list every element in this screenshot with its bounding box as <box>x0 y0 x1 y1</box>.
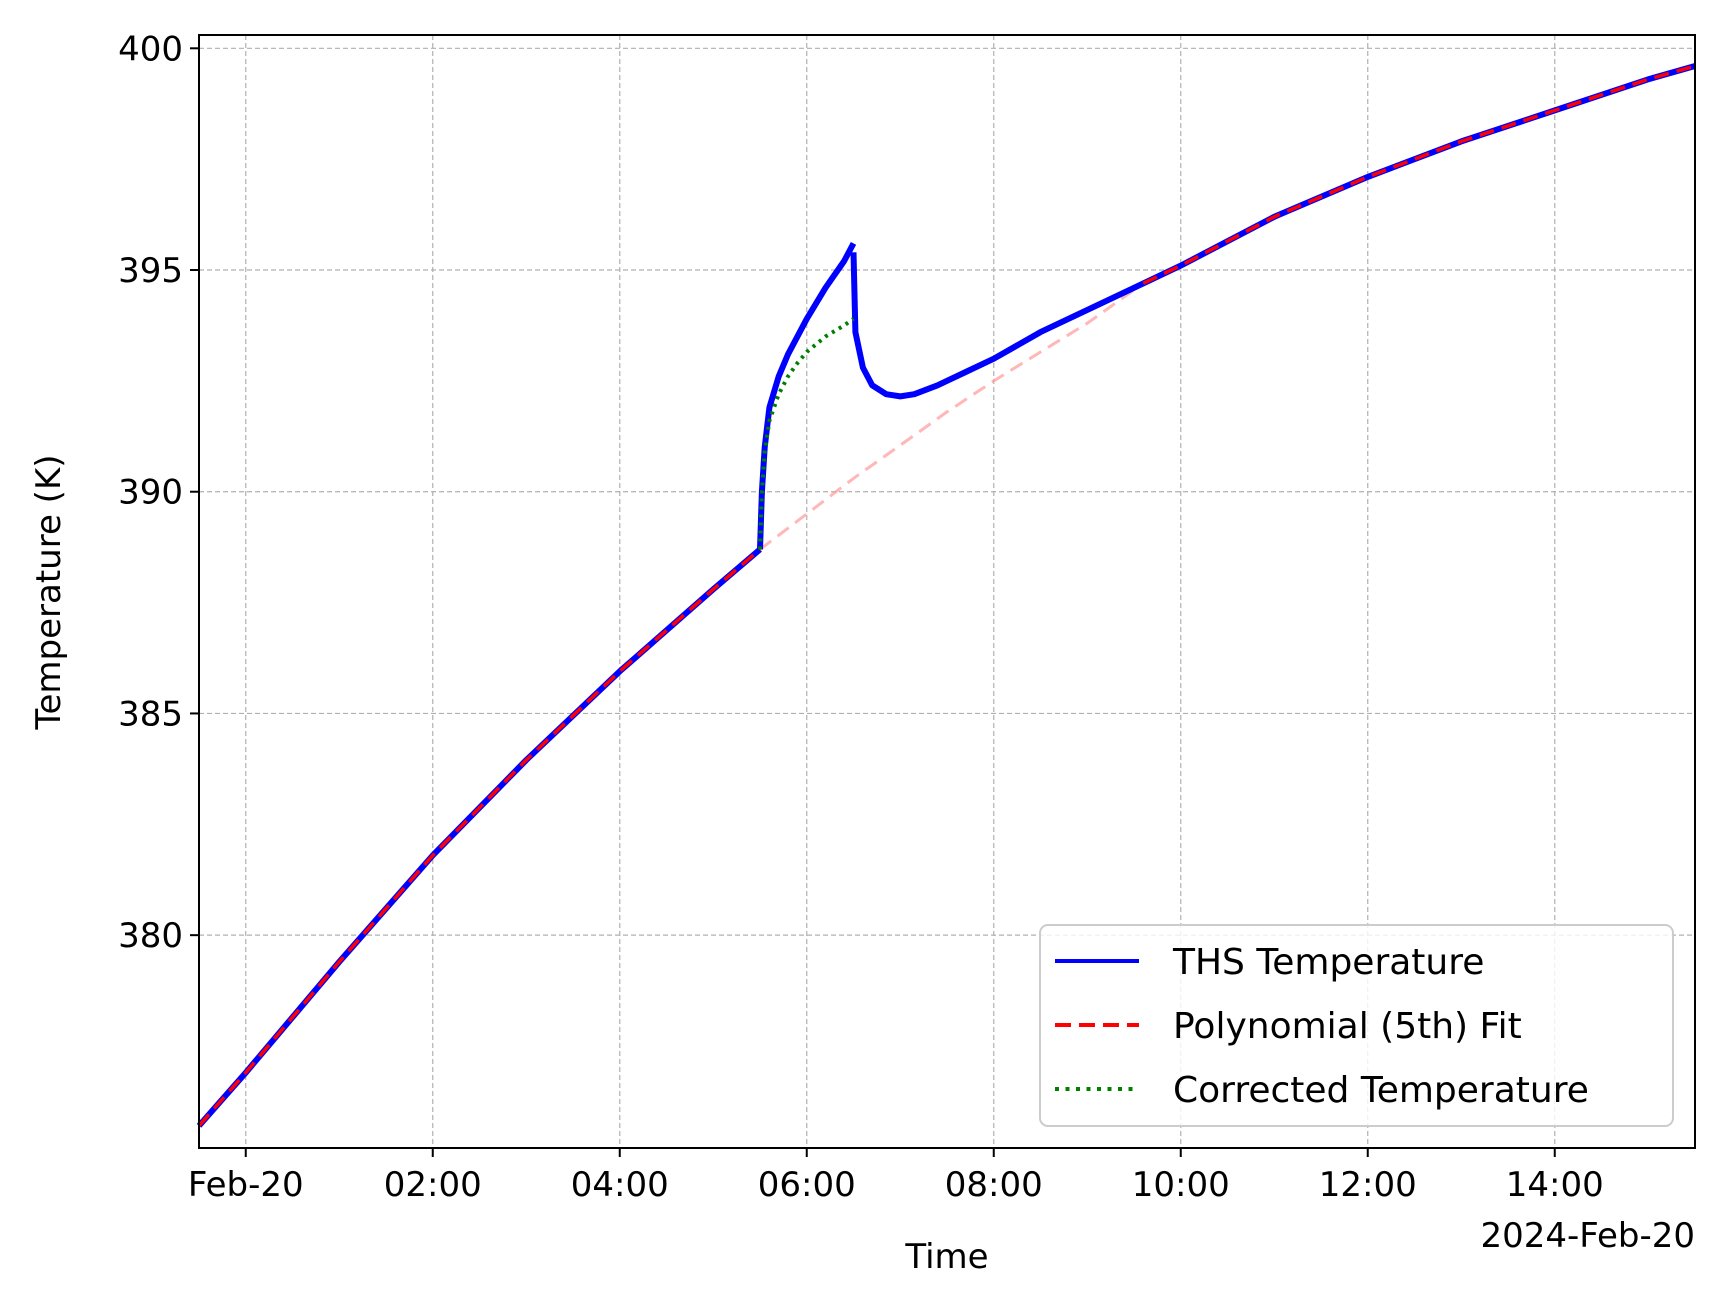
legend-label-fit: Polynomial (5th) Fit <box>1173 1006 1522 1047</box>
x-tick-label: 08:00 <box>945 1165 1043 1205</box>
x-tick-label: 02:00 <box>384 1165 482 1205</box>
x-axis-label: Time <box>904 1237 988 1277</box>
x-tick-label: 12:00 <box>1319 1165 1417 1205</box>
legend: THS Temperature Polynomial (5th) Fit Cor… <box>1039 924 1674 1127</box>
plot-frame <box>198 34 1696 1149</box>
series-lines <box>196 63 1696 1128</box>
x-tick-label: Feb-20 <box>188 1165 304 1205</box>
legend-label-corrected: Corrected Temperature <box>1173 1070 1589 1111</box>
y-tick-label: 400 <box>118 29 183 69</box>
ths-temperature-line <box>757 241 857 550</box>
y-axis-label: Temperature (K) <box>29 454 69 730</box>
x-tick-label: 14:00 <box>1506 1165 1604 1205</box>
x-offset-label: 2024-Feb-20 <box>1480 1216 1695 1256</box>
x-tick-label: 10:00 <box>1132 1165 1230 1205</box>
x-tick-label: 04:00 <box>571 1165 669 1205</box>
corrected-temperature-line <box>758 317 855 550</box>
y-tick-label: 380 <box>118 916 183 956</box>
fit-extrapolated-line <box>759 282 1145 551</box>
legend-box <box>1039 924 1674 1127</box>
grid <box>199 35 1695 1148</box>
x-tick-label: 06:00 <box>758 1165 856 1205</box>
fit-extrapolation <box>759 282 1145 551</box>
y-tick-label: 390 <box>118 473 183 513</box>
polynomial-fit-line <box>197 548 762 1127</box>
y-tick-label: 395 <box>118 251 183 291</box>
legend-label-ths: THS Temperature <box>1172 942 1484 983</box>
axis-ticks: Feb-20 02:00 04:00 06:00 08:00 10:00 12:00 14:0… <box>118 29 1604 1205</box>
polynomial-fit-line <box>1142 64 1696 285</box>
y-tick-label: 385 <box>118 694 183 734</box>
